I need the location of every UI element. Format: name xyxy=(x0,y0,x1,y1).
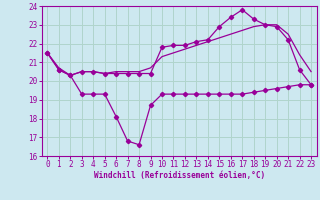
X-axis label: Windchill (Refroidissement éolien,°C): Windchill (Refroidissement éolien,°C) xyxy=(94,171,265,180)
